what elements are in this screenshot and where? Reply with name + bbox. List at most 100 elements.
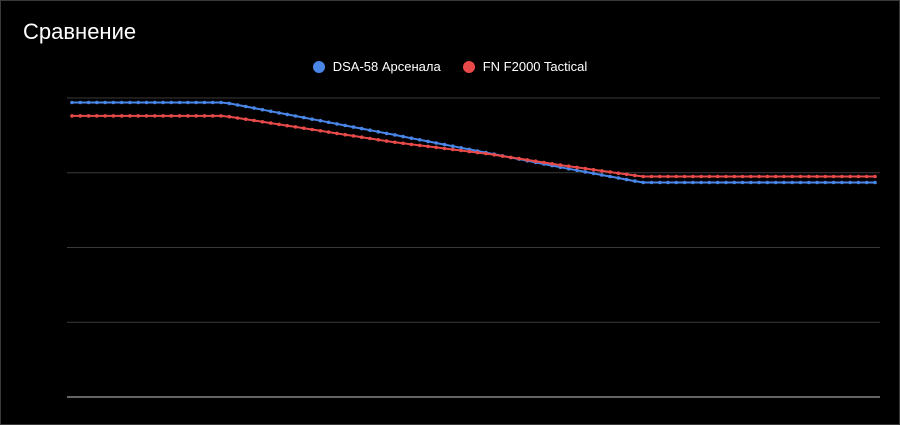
data-point-dsa58[interactable] [674, 180, 679, 185]
data-point-dsa58[interactable] [70, 100, 74, 105]
data-point-fn-f2000[interactable] [558, 163, 563, 167]
data-point-fn-f2000[interactable] [807, 174, 811, 179]
data-point-dsa58[interactable] [268, 109, 273, 114]
data-point-fn-f2000[interactable] [608, 170, 612, 174]
data-point-fn-f2000[interactable] [666, 174, 670, 179]
data-point-fn-f2000[interactable] [128, 114, 132, 118]
data-point-fn-f2000[interactable] [848, 174, 852, 179]
data-point-dsa58[interactable] [600, 173, 604, 177]
data-point-fn-f2000[interactable] [682, 174, 687, 179]
data-point-dsa58[interactable] [285, 112, 290, 117]
data-point-dsa58[interactable] [840, 180, 844, 185]
legend-item-dsa58[interactable]: DSA-58 Арсенала [312, 59, 441, 74]
data-point-dsa58[interactable] [393, 133, 397, 137]
data-point-dsa58[interactable] [641, 180, 645, 185]
data-point-fn-f2000[interactable] [202, 114, 207, 118]
data-point-fn-f2000[interactable] [442, 146, 447, 151]
data-point-dsa58[interactable] [95, 100, 99, 105]
data-point-fn-f2000[interactable] [302, 126, 306, 130]
data-point-dsa58[interactable] [128, 100, 132, 105]
data-point-dsa58[interactable] [310, 117, 314, 121]
data-point-fn-f2000[interactable] [252, 118, 256, 123]
data-point-dsa58[interactable] [335, 122, 339, 126]
data-point-dsa58[interactable] [210, 100, 215, 105]
data-point-fn-f2000[interactable] [351, 134, 356, 138]
data-point-dsa58[interactable] [765, 180, 770, 185]
data-point-fn-f2000[interactable] [475, 150, 480, 155]
data-point-fn-f2000[interactable] [368, 136, 372, 141]
data-point-fn-f2000[interactable] [707, 174, 712, 179]
data-point-dsa58[interactable] [78, 100, 83, 105]
data-point-fn-f2000[interactable] [575, 165, 579, 170]
data-point-dsa58[interactable] [235, 103, 240, 107]
data-point-dsa58[interactable] [260, 107, 265, 112]
data-point-dsa58[interactable] [666, 180, 670, 185]
data-point-fn-f2000[interactable] [244, 117, 248, 121]
data-point-dsa58[interactable] [823, 180, 828, 185]
data-point-fn-f2000[interactable] [161, 114, 165, 118]
data-point-dsa58[interactable] [749, 180, 753, 185]
data-point-fn-f2000[interactable] [798, 174, 803, 179]
data-point-dsa58[interactable] [153, 100, 157, 105]
data-point-dsa58[interactable] [798, 180, 803, 185]
data-point-dsa58[interactable] [434, 141, 439, 145]
data-point-fn-f2000[interactable] [658, 174, 662, 179]
data-point-fn-f2000[interactable] [749, 174, 753, 179]
data-point-fn-f2000[interactable] [310, 127, 314, 132]
data-point-dsa58[interactable] [740, 180, 745, 185]
data-point-fn-f2000[interactable] [699, 174, 703, 179]
data-point-fn-f2000[interactable] [376, 138, 381, 142]
data-point-dsa58[interactable] [864, 180, 869, 185]
data-point-fn-f2000[interactable] [542, 160, 546, 165]
data-point-fn-f2000[interactable] [359, 135, 364, 139]
data-point-fn-f2000[interactable] [210, 114, 215, 118]
data-point-dsa58[interactable] [244, 104, 248, 109]
data-point-fn-f2000[interactable] [451, 147, 455, 152]
data-point-fn-f2000[interactable] [467, 149, 472, 154]
data-point-fn-f2000[interactable] [724, 174, 728, 179]
data-point-dsa58[interactable] [442, 142, 447, 147]
data-point-dsa58[interactable] [277, 111, 281, 115]
data-point-fn-f2000[interactable] [153, 114, 157, 118]
data-point-dsa58[interactable] [86, 100, 91, 105]
data-point-fn-f2000[interactable] [335, 131, 339, 136]
data-point-fn-f2000[interactable] [277, 122, 281, 127]
data-point-dsa58[interactable] [177, 100, 182, 105]
data-point-dsa58[interactable] [343, 123, 348, 128]
data-point-dsa58[interactable] [186, 100, 190, 105]
data-point-dsa58[interactable] [732, 180, 737, 185]
data-point-dsa58[interactable] [426, 139, 430, 144]
data-point-dsa58[interactable] [376, 130, 381, 134]
data-point-dsa58[interactable] [575, 168, 579, 173]
data-point-dsa58[interactable] [351, 125, 356, 129]
data-point-fn-f2000[interactable] [227, 114, 232, 119]
data-point-fn-f2000[interactable] [194, 114, 198, 118]
data-point-fn-f2000[interactable] [318, 129, 323, 133]
data-point-fn-f2000[interactable] [260, 120, 265, 124]
data-point-fn-f2000[interactable] [401, 141, 405, 146]
data-point-fn-f2000[interactable] [86, 114, 91, 118]
data-point-dsa58[interactable] [401, 134, 405, 139]
data-point-dsa58[interactable] [633, 179, 637, 183]
data-point-fn-f2000[interactable] [103, 114, 107, 118]
data-point-fn-f2000[interactable] [600, 169, 604, 173]
data-point-fn-f2000[interactable] [517, 156, 521, 161]
data-point-fn-f2000[interactable] [649, 174, 654, 179]
data-point-fn-f2000[interactable] [484, 151, 488, 156]
data-point-dsa58[interactable] [326, 120, 331, 125]
data-point-dsa58[interactable] [227, 101, 232, 106]
data-point-fn-f2000[interactable] [78, 114, 83, 118]
data-point-dsa58[interactable] [707, 180, 712, 185]
data-point-dsa58[interactable] [368, 128, 372, 132]
data-point-dsa58[interactable] [856, 180, 861, 185]
data-point-dsa58[interactable] [111, 100, 116, 105]
data-point-fn-f2000[interactable] [616, 171, 621, 175]
data-point-fn-f2000[interactable] [169, 114, 174, 118]
data-point-fn-f2000[interactable] [815, 174, 819, 179]
data-point-dsa58[interactable] [831, 180, 836, 185]
data-point-dsa58[interactable] [409, 136, 414, 140]
data-point-dsa58[interactable] [616, 176, 621, 180]
data-point-dsa58[interactable] [566, 167, 571, 171]
data-point-dsa58[interactable] [169, 100, 174, 105]
data-point-fn-f2000[interactable] [583, 166, 588, 171]
